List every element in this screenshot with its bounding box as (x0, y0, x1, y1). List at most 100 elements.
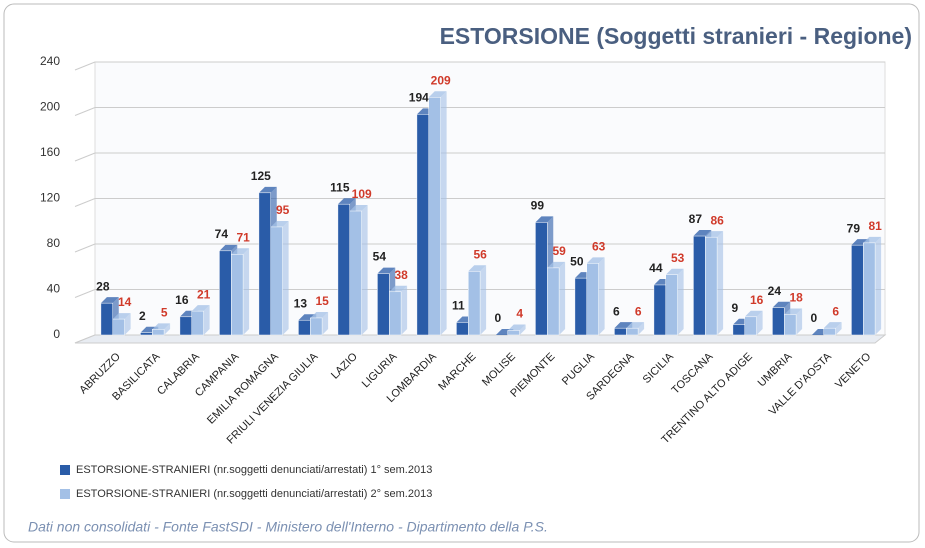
bar (152, 329, 165, 336)
bar-top (851, 239, 870, 246)
y-tick-label: 0 (53, 327, 60, 341)
y-tick-label: 200 (40, 100, 60, 114)
value-label: 56 (473, 247, 487, 261)
bar-side (480, 265, 487, 335)
value-label: 5 (161, 305, 168, 319)
bar-top (507, 324, 526, 331)
bar (705, 236, 718, 336)
value-label: 71 (236, 230, 250, 244)
bar-side (638, 322, 645, 335)
bar-side (401, 285, 408, 335)
value-label: 0 (494, 311, 501, 325)
bar (732, 324, 746, 336)
grid-line (74, 198, 96, 207)
grid-line (74, 107, 96, 116)
y-tick-label: 240 (40, 54, 60, 68)
value-label: 4 (516, 307, 523, 321)
value-label: 44 (649, 261, 663, 275)
bar-top (191, 305, 210, 312)
bar (468, 271, 481, 336)
bar (191, 310, 204, 336)
bar-top (310, 311, 329, 318)
grid-line (74, 289, 96, 298)
value-label: 81 (868, 219, 882, 233)
value-label: 6 (832, 304, 839, 318)
value-label: 13 (294, 296, 308, 310)
bar-side (796, 308, 803, 335)
bar-top (152, 323, 171, 330)
grid-line (74, 61, 96, 71)
bar-top (823, 322, 842, 329)
bar-top (231, 248, 250, 255)
bar-side (203, 305, 210, 335)
value-label: 16 (175, 293, 189, 307)
bar-top (468, 265, 487, 272)
value-label: 54 (373, 250, 387, 264)
value-label: 53 (671, 251, 685, 265)
legend-label: ESTORSIONE-STRANIERI (nr.soggetti denunc… (76, 464, 432, 476)
bar (507, 330, 520, 336)
bar-side (124, 313, 131, 335)
bar-side (519, 324, 526, 335)
bar (270, 226, 283, 336)
bar-top (693, 230, 712, 237)
bar (231, 253, 244, 336)
y-tick-label: 80 (47, 236, 61, 250)
bar-side (598, 257, 605, 335)
bar-top (298, 314, 317, 321)
bar (179, 316, 192, 336)
bar (772, 307, 785, 336)
bar-side (322, 311, 329, 335)
grid-line (74, 152, 96, 162)
bar (574, 277, 588, 336)
value-label: 11 (452, 299, 465, 313)
value-label: 115 (330, 180, 350, 194)
value-label: 2 (139, 309, 146, 323)
legend-label: ESTORSIONE-STRANIERI (nr.soggetti denunc… (76, 488, 432, 500)
value-label: 99 (531, 199, 545, 213)
bar (416, 114, 429, 336)
bar-side (835, 322, 842, 335)
y-tick-label: 120 (40, 191, 60, 205)
bar (626, 327, 639, 336)
bar-top (744, 310, 763, 317)
bar-side (440, 91, 447, 335)
value-label: 50 (570, 254, 584, 268)
value-label: 9 (731, 301, 738, 315)
bar (389, 291, 402, 336)
value-label: 6 (635, 304, 642, 318)
bar-side (756, 310, 763, 335)
bar (823, 327, 836, 336)
bar (219, 250, 232, 336)
bar (547, 267, 560, 336)
value-label: 59 (552, 244, 566, 258)
bar-top (219, 244, 238, 251)
bar (535, 222, 548, 336)
value-label: 14 (118, 295, 132, 309)
bar (258, 192, 271, 336)
bar-top (863, 236, 882, 243)
bar-top (100, 297, 119, 304)
bar (586, 263, 599, 336)
bar (428, 97, 441, 336)
bar-top (614, 322, 633, 329)
value-label: 18 (789, 291, 803, 305)
value-label: 194 (409, 90, 429, 104)
value-label: 86 (710, 213, 724, 227)
bar-top (258, 186, 277, 193)
footnote: Dati non consolidati - Fonte FastSDI - M… (28, 519, 548, 535)
bar (653, 284, 667, 336)
bar (337, 203, 350, 336)
bar-side (361, 205, 368, 335)
bar-top (377, 267, 396, 274)
bar-top (535, 216, 554, 223)
value-label: 15 (315, 294, 329, 308)
bar (744, 316, 757, 336)
y-tick-label: 40 (47, 282, 61, 296)
value-label: 87 (689, 212, 703, 226)
chart-title: ESTORSIONE (Soggetti stranieri - Regione… (440, 23, 912, 49)
bar (100, 302, 114, 336)
bar-side (717, 231, 724, 335)
bar (349, 210, 362, 336)
